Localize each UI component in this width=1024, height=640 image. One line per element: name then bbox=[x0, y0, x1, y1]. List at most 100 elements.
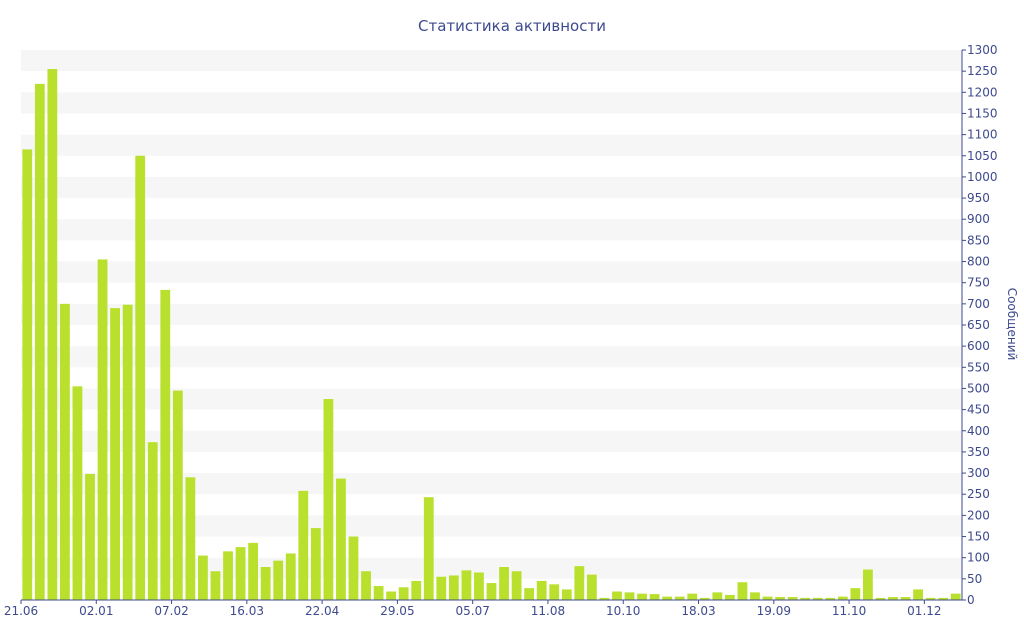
bar[interactable] bbox=[85, 473, 95, 600]
grid-band bbox=[21, 515, 962, 537]
bar[interactable] bbox=[775, 597, 785, 600]
bar[interactable] bbox=[499, 567, 509, 600]
bar[interactable] bbox=[323, 399, 334, 600]
bar[interactable] bbox=[160, 289, 171, 600]
bar[interactable] bbox=[411, 580, 422, 600]
bar[interactable] bbox=[938, 597, 949, 600]
bar[interactable] bbox=[60, 303, 70, 600]
bar[interactable] bbox=[913, 589, 923, 600]
bar[interactable] bbox=[875, 597, 886, 600]
bar[interactable] bbox=[373, 586, 384, 600]
y-tick-label: 550 bbox=[967, 360, 990, 374]
y-tick-label: 1100 bbox=[967, 128, 998, 142]
bar[interactable] bbox=[122, 304, 133, 600]
y-tick-label: 850 bbox=[967, 233, 990, 247]
bar[interactable] bbox=[900, 597, 911, 600]
y-tick-label: 0 bbox=[967, 593, 975, 607]
bar[interactable] bbox=[398, 587, 409, 600]
grid-band bbox=[21, 261, 962, 283]
bar[interactable] bbox=[461, 570, 472, 600]
bar[interactable] bbox=[825, 597, 836, 600]
bar[interactable] bbox=[172, 390, 183, 600]
bar[interactable] bbox=[198, 555, 208, 600]
bar[interactable] bbox=[47, 69, 58, 601]
y-tick-label: 200 bbox=[967, 508, 990, 522]
bar[interactable] bbox=[336, 478, 346, 600]
y-tick-label: 500 bbox=[967, 381, 990, 395]
bar[interactable] bbox=[147, 442, 158, 600]
bar[interactable] bbox=[210, 571, 221, 600]
bar[interactable] bbox=[185, 477, 196, 600]
bar[interactable] bbox=[888, 597, 898, 600]
bar[interactable] bbox=[737, 582, 748, 600]
x-tick-label: 29.05 bbox=[380, 604, 414, 618]
y-tick-label: 1150 bbox=[967, 106, 998, 120]
bar[interactable] bbox=[486, 583, 497, 600]
bar[interactable] bbox=[436, 576, 447, 600]
y-tick-label: 650 bbox=[967, 318, 990, 332]
bar[interactable] bbox=[624, 592, 635, 600]
bar[interactable] bbox=[687, 593, 698, 600]
x-tick-label: 07.02 bbox=[154, 604, 188, 618]
bar[interactable] bbox=[524, 588, 535, 600]
grid-band bbox=[21, 92, 962, 114]
bar[interactable] bbox=[348, 536, 359, 600]
bar[interactable] bbox=[837, 596, 848, 600]
bar[interactable] bbox=[110, 308, 120, 600]
grid-band bbox=[21, 134, 962, 156]
grid-band bbox=[21, 219, 962, 241]
bar[interactable] bbox=[712, 592, 723, 600]
bar[interactable] bbox=[273, 560, 284, 600]
bar[interactable] bbox=[310, 528, 321, 600]
bar[interactable] bbox=[474, 572, 484, 601]
bar[interactable] bbox=[34, 83, 45, 601]
bar[interactable] bbox=[361, 571, 371, 600]
bar[interactable] bbox=[248, 542, 259, 600]
bar[interactable] bbox=[536, 580, 547, 600]
bar[interactable] bbox=[637, 593, 647, 600]
bar[interactable] bbox=[549, 584, 560, 600]
bar[interactable] bbox=[448, 575, 459, 600]
bar[interactable] bbox=[298, 490, 309, 600]
bar[interactable] bbox=[423, 497, 434, 600]
y-tick-label: 100 bbox=[967, 551, 990, 565]
bar[interactable] bbox=[235, 547, 246, 600]
grid-band bbox=[21, 346, 962, 368]
bar[interactable] bbox=[812, 597, 823, 600]
bar[interactable] bbox=[662, 596, 673, 600]
bar[interactable] bbox=[561, 589, 572, 600]
bar[interactable] bbox=[762, 596, 773, 600]
x-tick-label: 22.04 bbox=[305, 604, 339, 618]
bar[interactable] bbox=[22, 149, 33, 600]
bar[interactable] bbox=[612, 591, 622, 600]
bar[interactable] bbox=[260, 567, 271, 600]
bar[interactable] bbox=[850, 588, 861, 600]
bar[interactable] bbox=[950, 593, 961, 600]
bar[interactable] bbox=[863, 569, 873, 600]
bar[interactable] bbox=[800, 597, 811, 600]
bar[interactable] bbox=[649, 594, 660, 600]
bar[interactable] bbox=[674, 596, 685, 600]
bar[interactable] bbox=[386, 591, 397, 600]
bar[interactable] bbox=[97, 259, 108, 600]
bar[interactable] bbox=[285, 553, 296, 600]
y-tick-label: 1050 bbox=[967, 149, 998, 163]
bar[interactable] bbox=[750, 592, 760, 600]
bar[interactable] bbox=[135, 155, 146, 600]
grid-band bbox=[21, 176, 962, 199]
x-tick-label: 10.10 bbox=[606, 604, 640, 618]
bar[interactable] bbox=[586, 574, 597, 600]
y-tick-label: 1000 bbox=[967, 170, 998, 184]
bar[interactable] bbox=[511, 571, 522, 600]
bar[interactable] bbox=[574, 566, 585, 600]
bar[interactable] bbox=[787, 597, 798, 600]
bar[interactable] bbox=[72, 386, 83, 600]
bar[interactable] bbox=[699, 597, 710, 600]
y-tick-label: 250 bbox=[967, 487, 990, 501]
bar[interactable] bbox=[925, 597, 936, 600]
bar[interactable] bbox=[724, 594, 735, 600]
bar[interactable] bbox=[223, 551, 233, 600]
bar[interactable] bbox=[599, 597, 610, 600]
